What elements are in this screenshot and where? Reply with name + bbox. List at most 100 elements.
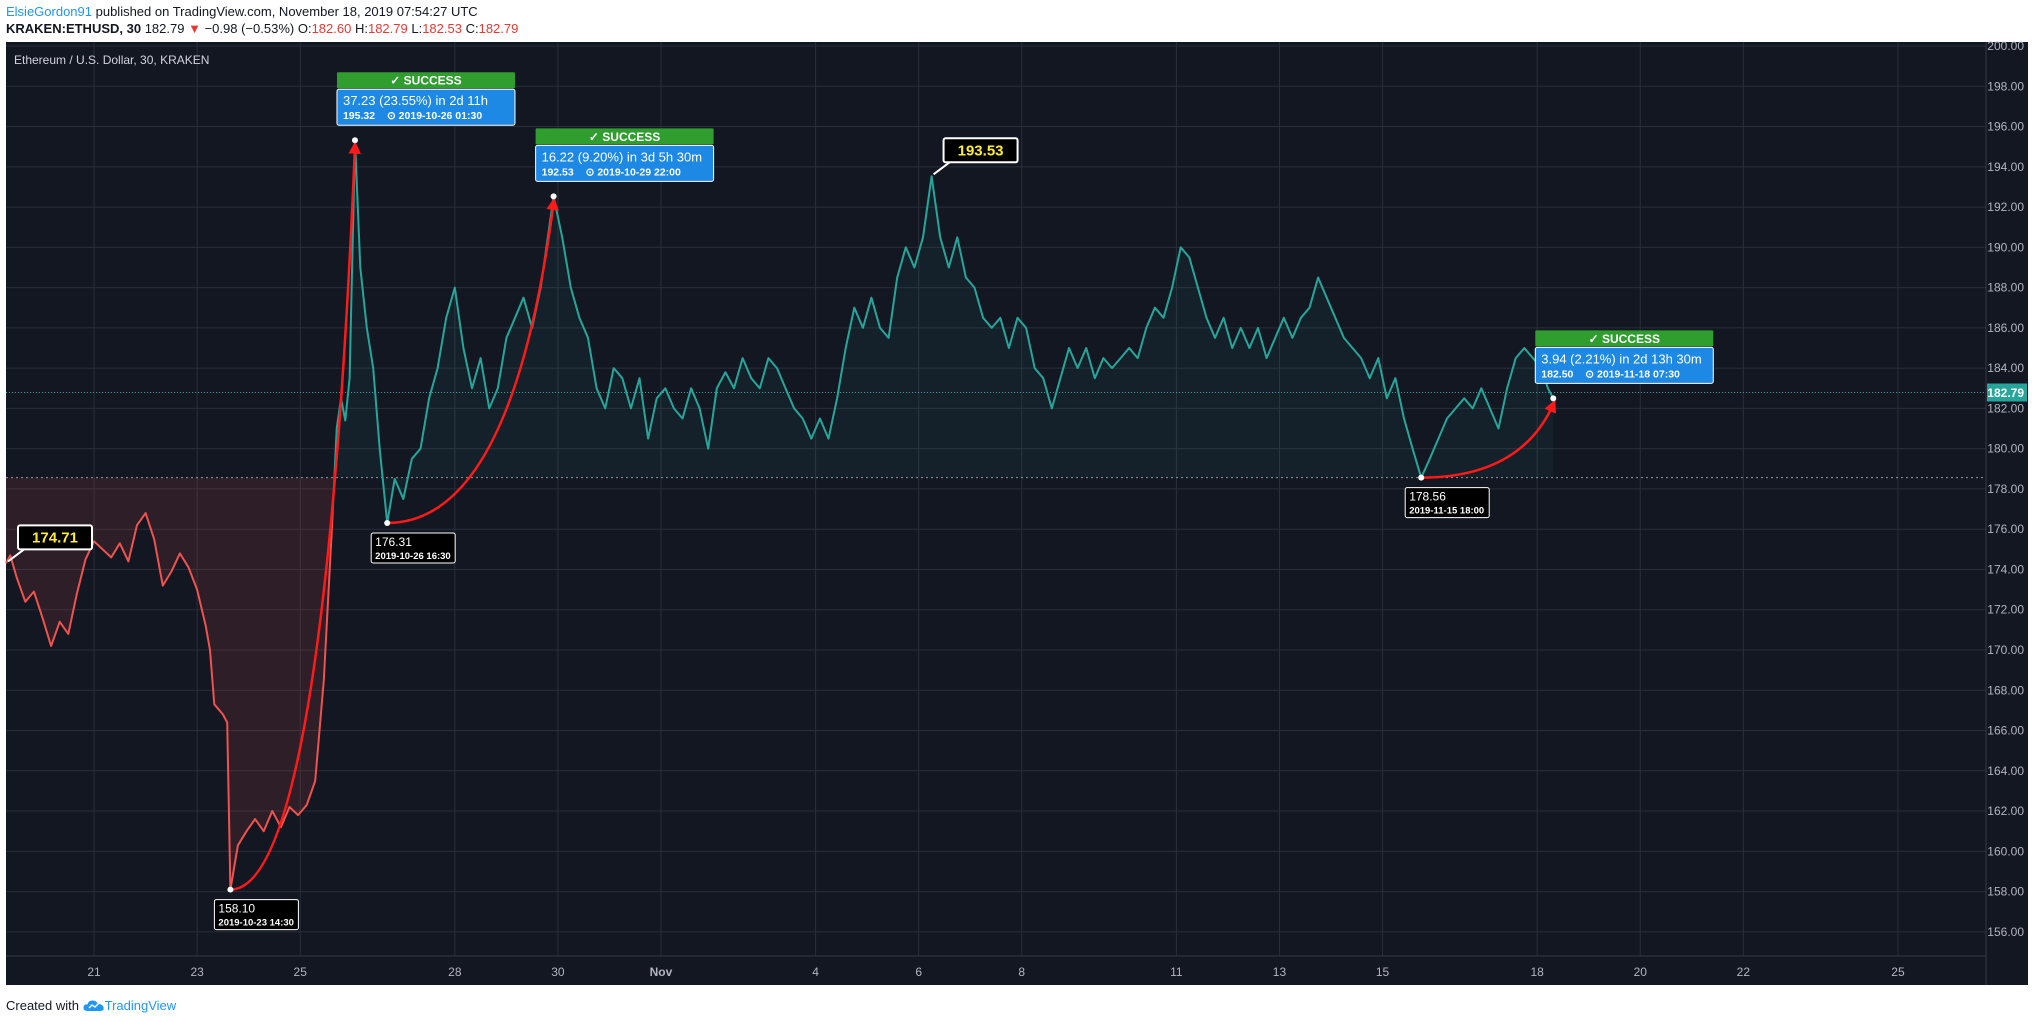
y-tick-label: 174.00 [1987,562,2024,576]
last-price-tag: 182.79 [1987,383,2027,402]
trend-arrow-0 [230,141,361,891]
x-tick-label: 20 [1634,965,1648,979]
trend-arrow-2 [1421,399,1556,479]
low-box [370,532,456,564]
result-box [336,88,516,126]
callout-pointer [932,161,951,176]
result-box [1534,346,1714,384]
x-tick-label: 4 [812,965,819,979]
y-tick-label: 160.00 [1987,844,2024,858]
success-label: ✓ SUCCESS [390,74,461,88]
x-tick-label: 13 [1273,965,1287,979]
y-tick-label: 158.00 [1987,885,2024,899]
y-tick-label: 198.00 [1987,79,2024,93]
symbol-label: KRAKEN:ETHUSD, 30 [6,21,142,36]
result-sub-date: ⊙ 2019-11-18 07:30 [1585,368,1680,380]
price-series [5,139,1555,891]
low-annotation[interactable]: 176.31 2019-10-26 16:30 [370,519,456,564]
x-tick-label: 23 [190,965,204,979]
result-box [535,144,715,182]
success-label: ✓ SUCCESS [1589,332,1660,346]
high-label: H: [354,21,368,36]
trend-arrow-1 [387,197,559,525]
low-value: 182.53 [422,21,462,36]
y-tick-label: 170.00 [1987,643,2024,657]
result-main: 37.23 (23.55%) in 2d 11h [343,93,488,108]
callout-pointer [7,548,25,563]
y-tick-label: 166.00 [1987,724,2024,738]
series-fill-1 [332,140,1554,523]
series-line-0 [5,512,334,891]
low-annotation[interactable]: 178.56 2019-11-15 18:00 [1404,474,1490,519]
trend-arrows [230,141,1556,891]
publication-line: ElsieGordon91 published on TradingView.c… [6,4,478,19]
area-fills [6,140,1554,890]
last-price-tag-text: 182.79 [1987,386,2024,400]
success-annotation[interactable]: ✓ SUCCESS 37.23 (23.55%) in 2d 11h 195.32 ⊙… [336,72,516,144]
y-tick-label: 184.00 [1987,361,2024,375]
low-annotation[interactable]: 158.10 2019-10-23 14:30 [213,886,299,931]
y-tick-label: 178.00 [1987,482,2024,496]
target-point [550,193,557,200]
result-sub-date: ⊙ 2019-10-26 01:30 [387,110,482,122]
y-tick-label: 188.00 [1987,281,2024,295]
plot-area[interactable] [6,42,1986,985]
callout-box [17,524,93,551]
low-value: 158.10 [218,902,255,916]
y-tick-label: 200.00 [1987,39,2024,53]
callout-annotation[interactable]: 193.53 [932,137,1019,176]
low-box [1404,487,1490,519]
price-axis[interactable] [1986,42,2028,985]
x-tick-label: 28 [448,965,462,979]
low-value: 178.56 [1409,490,1446,504]
annotations: ✓ SUCCESS 37.23 (23.55%) in 2d 11h 195.32 ⊙… [7,72,1714,931]
success-annotation[interactable]: ✓ SUCCESS 3.94 (2.21%) in 2d 13h 30m 182.5… [1534,330,1714,402]
y-tick-label: 156.00 [1987,925,2024,939]
low-point [384,519,391,526]
x-tick-labels: 21 23 25 28 30 Nov 4 6 8 11 13 15 18 20 22 25 [87,965,1905,979]
low-time: 2019-10-26 16:30 [375,551,451,562]
created-with-text: Created with [6,998,79,1013]
y-tick-label: 176.00 [1987,522,2024,536]
x-tick-label: 15 [1376,965,1390,979]
y-tick-label: 164.00 [1987,764,2024,778]
callout-value: 193.53 [958,142,1004,159]
y-tick-label: 168.00 [1987,683,2024,697]
success-annotation[interactable]: ✓ SUCCESS 16.22 (9.20%) in 3d 5h 30m 192.5… [535,128,715,200]
low-label: L: [411,21,423,36]
result-sub-date: ⊙ 2019-10-29 22:00 [586,166,681,178]
x-tick-label: 30 [551,965,565,979]
y-tick-label: 190.00 [1987,240,2024,254]
success-label: ✓ SUCCESS [589,130,660,144]
y-tick-label: 196.00 [1987,120,2024,134]
author-link[interactable]: ElsieGordon91 [6,4,92,19]
y-tick-label: 162.00 [1987,804,2024,818]
result-sub-price: 195.32 [343,110,375,122]
tradingview-brand-link[interactable]: TradingView [104,998,177,1013]
last-price: 182.79 [144,21,185,36]
y-tick-label: 172.00 [1987,603,2024,617]
x-tick-label: 25 [1891,965,1905,979]
y-tick-label: 192.00 [1987,200,2024,214]
x-tick-label: 21 [87,965,101,979]
low-box [213,899,299,931]
result-sub-price: 192.53 [542,166,574,178]
open-label: O: [297,21,312,36]
result-main: 3.94 (2.21%) in 2d 13h 30m [1541,351,1701,366]
success-badge [535,128,714,145]
tradingview-cloud-icon [83,1000,104,1011]
published-text: published on TradingView.com, November 1… [92,4,478,19]
result-sub-price: 182.50 [1541,368,1573,380]
low-time: 2019-10-23 14:30 [218,918,294,929]
low-point [1418,474,1425,481]
y-tick-label: 182.00 [1987,401,2024,415]
x-tick-label: 25 [294,965,308,979]
callout-annotation[interactable]: 174.71 [7,524,93,563]
close-label: C: [465,21,479,36]
x-tick-label: 11 [1170,965,1183,979]
target-point [1550,395,1557,402]
price-change: −0.98 (−0.53%) [204,21,295,36]
series-line-1 [331,139,1555,524]
success-badge [1535,330,1714,347]
